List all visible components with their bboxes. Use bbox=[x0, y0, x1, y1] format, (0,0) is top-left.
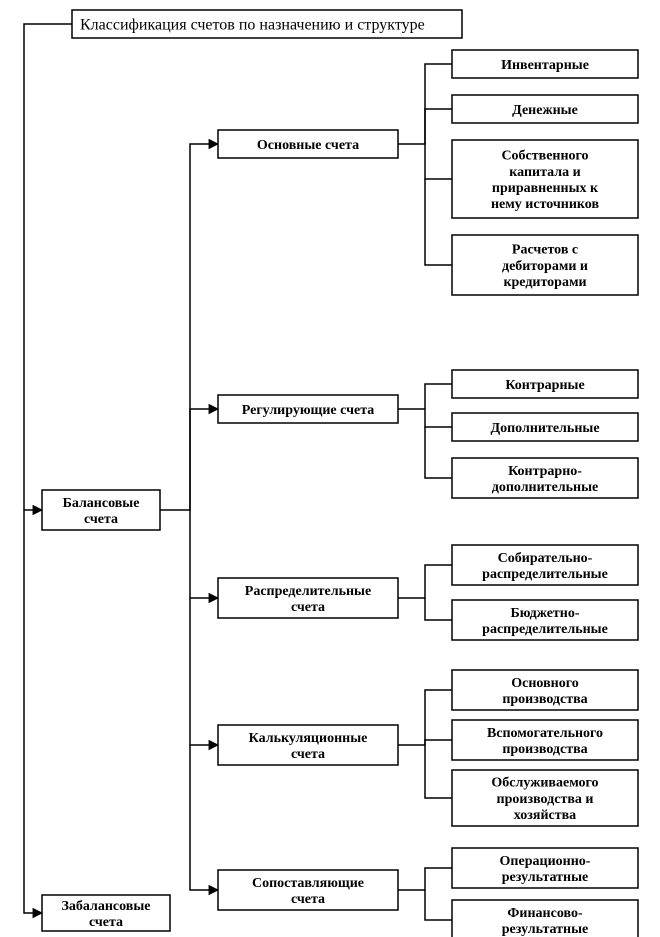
edge bbox=[398, 868, 452, 890]
node-label: Контрарные bbox=[505, 378, 584, 393]
edge bbox=[425, 109, 452, 144]
node-finrez: Финансово-результатные bbox=[452, 900, 638, 937]
node-regul: Регулирующие счета bbox=[218, 395, 398, 423]
edge bbox=[24, 24, 72, 510]
node-raspr: Распределительныесчета bbox=[218, 578, 398, 618]
edge bbox=[398, 565, 452, 598]
node-bal: Балансовыесчета bbox=[42, 490, 160, 530]
edge bbox=[425, 409, 452, 427]
edge bbox=[398, 690, 452, 745]
node-label: Финансово-результатные bbox=[502, 906, 588, 937]
node-label: Денежные bbox=[512, 103, 578, 118]
edge bbox=[425, 144, 452, 179]
node-label: Дополнительные bbox=[490, 421, 599, 436]
node-zabal: Забалансовыесчета bbox=[42, 895, 170, 931]
node-invent: Инвентарные bbox=[452, 50, 638, 78]
node-label: Основногопроизводства bbox=[502, 676, 587, 707]
node-label: Основные счета bbox=[257, 138, 359, 153]
edge bbox=[398, 384, 452, 409]
node-sobstv: Собственногокапитала иприравненных кнему… bbox=[452, 140, 638, 218]
node-osnov: Основные счета bbox=[218, 130, 398, 158]
edge bbox=[425, 598, 452, 620]
node-label: Регулирующие счета bbox=[242, 403, 375, 418]
edge bbox=[425, 740, 452, 745]
edge bbox=[24, 510, 42, 913]
node-kalk: Калькуляционныесчета bbox=[218, 725, 398, 765]
node-raschet: Расчетов сдебиторами икредиторами bbox=[452, 235, 638, 295]
diagram-canvas: Классификация счетов по назначению и стр… bbox=[0, 0, 660, 937]
edge bbox=[190, 745, 218, 890]
node-label: Инвентарные bbox=[501, 58, 589, 73]
node-label: Собственногокапитала иприравненных кнему… bbox=[491, 149, 599, 212]
node-label: Расчетов сдебиторами икредиторами bbox=[502, 243, 588, 290]
edge bbox=[425, 890, 452, 920]
node-label: Вспомогательногопроизводства bbox=[487, 726, 603, 757]
node-operrez: Операционно-результатные bbox=[452, 848, 638, 888]
edge bbox=[190, 598, 218, 745]
edge bbox=[190, 510, 218, 598]
node-kontrdop: Контрарно-дополнительные bbox=[452, 458, 638, 498]
node-budzh: Бюджетно-распределительные bbox=[452, 600, 638, 640]
edge bbox=[425, 745, 452, 798]
node-root: Классификация счетов по назначению и стр… bbox=[72, 10, 462, 38]
node-denezh: Денежные bbox=[452, 95, 638, 123]
node-label: Классификация счетов по назначению и стр… bbox=[80, 17, 425, 34]
node-kontr: Контрарные bbox=[452, 370, 638, 398]
node-dopoln: Дополнительные bbox=[452, 413, 638, 441]
edge bbox=[425, 179, 452, 265]
node-label: Собирательно-распределительные bbox=[482, 551, 608, 582]
node-sopost: Сопоставляющиесчета bbox=[218, 870, 398, 910]
node-label: Операционно-результатные bbox=[500, 854, 591, 885]
node-vspom: Вспомогательногопроизводства bbox=[452, 720, 638, 760]
edge bbox=[190, 409, 218, 510]
node-sobir: Собирательно-распределительные bbox=[452, 545, 638, 585]
edge bbox=[425, 427, 452, 478]
node-obsluzh: Обслуживаемогопроизводства ихозяйства bbox=[452, 770, 638, 826]
edge bbox=[160, 144, 218, 510]
node-osnprod: Основногопроизводства bbox=[452, 670, 638, 710]
